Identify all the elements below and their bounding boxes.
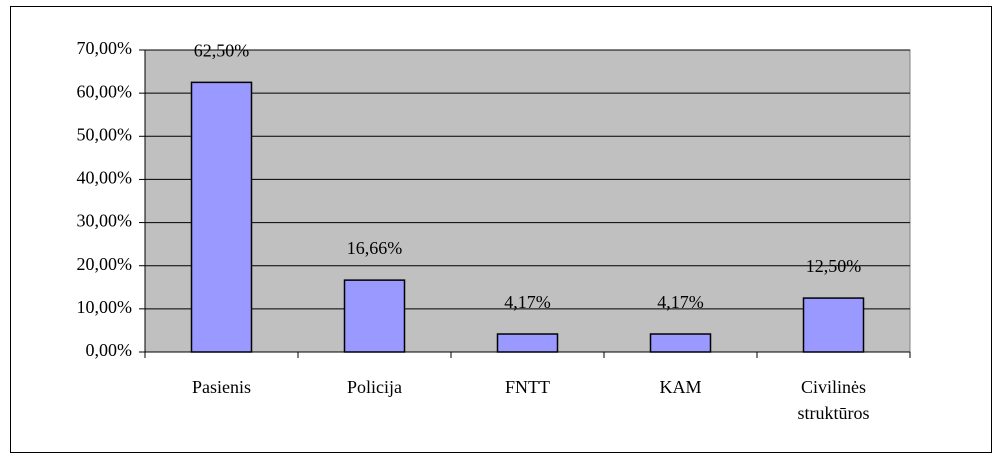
plot-area — [144, 49, 911, 353]
x-tick-label: KAM — [659, 377, 702, 397]
y-tick-label: 10,00% — [77, 297, 133, 317]
value-label: 12,50% — [806, 256, 862, 276]
bar — [190, 81, 253, 353]
value-label: 4,17% — [657, 292, 704, 312]
y-tick-label: 30,00% — [77, 211, 133, 231]
y-tick-label: 20,00% — [77, 254, 133, 274]
bar — [802, 297, 865, 353]
x-tick-label: Policija — [347, 377, 402, 397]
y-tick-label: 60,00% — [77, 81, 133, 101]
x-tick-label: FNTT — [505, 377, 550, 397]
y-tick-label: 0,00% — [86, 340, 133, 360]
y-tick-label: 70,00% — [77, 38, 133, 58]
value-label: 62,50% — [194, 40, 250, 60]
value-label: 16,66% — [347, 238, 403, 258]
value-label: 4,17% — [504, 292, 551, 312]
bar — [496, 333, 559, 353]
y-tick-label: 50,00% — [77, 124, 133, 144]
y-tick-label: 40,00% — [77, 168, 133, 188]
bar — [343, 279, 406, 353]
x-tick-label: Pasienis — [191, 377, 251, 397]
bar — [649, 333, 712, 353]
x-tick-label: Civilinės struktūros — [797, 377, 870, 423]
